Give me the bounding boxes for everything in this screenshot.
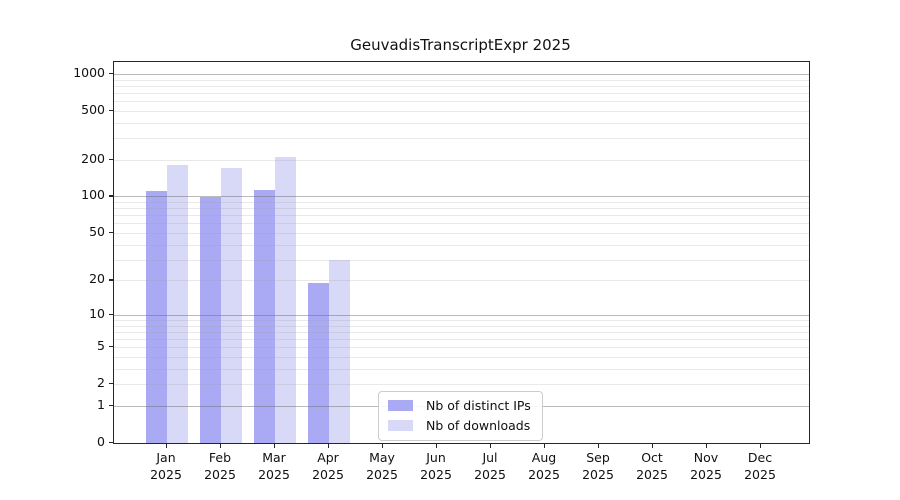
y-tick-mark [109, 195, 113, 197]
x-tick-mark [706, 444, 708, 448]
y-axis-tick-label: 100 [81, 187, 105, 203]
plot-area [113, 61, 810, 444]
y-axis-tick-label: 200 [81, 150, 105, 166]
x-tick-mark [382, 444, 384, 448]
x-axis-tick-label: May 2025 [366, 450, 398, 482]
x-axis-tick-label: Nov 2025 [690, 450, 722, 482]
x-axis-tick-label: Oct 2025 [636, 450, 668, 482]
gridline-minor [114, 384, 809, 386]
y-tick-mark [109, 442, 113, 444]
y-tick-mark [109, 279, 113, 281]
legend: Nb of distinct IPs Nb of downloads [378, 391, 543, 441]
gridline-minor [114, 110, 809, 112]
gridline-minor [114, 357, 809, 358]
gridline-minor [114, 259, 809, 261]
x-axis-tick-label: Feb 2025 [204, 450, 236, 482]
bar-distinct-ips [308, 283, 329, 443]
gridline-minor [114, 223, 809, 225]
gridline-minor [114, 320, 809, 321]
x-axis-tick-label: Sep 2025 [582, 450, 614, 482]
legend-item: Nb of downloads [388, 418, 531, 433]
legend-label: Nb of distinct IPs [426, 398, 531, 413]
y-axis-tick-label: 2 [97, 375, 105, 391]
legend-item: Nb of distinct IPs [388, 398, 531, 413]
y-axis-tick-label: 1 [97, 397, 105, 412]
y-tick-mark [109, 158, 113, 160]
y-tick-mark [109, 405, 113, 407]
bar-distinct-ips [146, 191, 167, 443]
y-tick-mark [109, 231, 113, 234]
bar-downloads [221, 167, 242, 443]
gridline-major [114, 73, 809, 75]
x-tick-mark [274, 444, 276, 448]
gridline-minor [114, 339, 809, 340]
x-tick-mark [490, 444, 492, 448]
x-axis-tick-label: Jul 2025 [474, 450, 506, 482]
y-tick-mark [109, 383, 113, 385]
gridline-major [114, 196, 809, 198]
legend-label: Nb of downloads [426, 418, 531, 433]
x-tick-mark [760, 444, 762, 448]
x-tick-mark [220, 444, 222, 448]
x-tick-mark [166, 444, 168, 448]
gridline-minor [114, 101, 809, 103]
x-axis-tick-label: Dec 2025 [744, 450, 776, 482]
x-tick-mark [598, 444, 600, 448]
y-axis-tick-label: 0 [97, 434, 105, 449]
y-tick-mark [109, 72, 113, 75]
x-tick-mark [544, 444, 546, 448]
gridline-minor [114, 244, 809, 246]
y-tick-mark [109, 346, 113, 348]
gridline-minor [114, 280, 809, 282]
bar-downloads [275, 156, 296, 443]
legend-swatch-distinct-ips [388, 400, 413, 411]
gridline-minor [114, 85, 809, 87]
gridline-minor [114, 92, 809, 94]
y-tick-mark [109, 313, 113, 316]
x-tick-mark [328, 444, 330, 448]
y-axis-tick-label: 5 [97, 338, 105, 354]
bar-distinct-ips [254, 189, 275, 443]
bar-distinct-ips [200, 197, 221, 443]
bar-downloads [329, 259, 350, 443]
x-axis-tick-label: Jan 2025 [150, 450, 182, 482]
gridline-minor [114, 138, 809, 140]
chart-title: GeuvadisTranscriptExpr 2025 [350, 36, 571, 54]
y-axis-tick-label: 10 [89, 305, 105, 321]
x-axis-tick-label: Mar 2025 [258, 450, 290, 482]
gridline-minor [114, 368, 809, 370]
gridline-major [114, 314, 809, 316]
y-tick-mark [109, 109, 113, 112]
gridline-minor [114, 215, 809, 217]
y-axis-tick-label: 500 [81, 101, 105, 117]
y-axis-tick-label: 50 [89, 223, 105, 239]
gridline-minor [114, 202, 809, 203]
gridline-minor [114, 232, 809, 234]
y-axis-tick-label: 1000 [73, 64, 105, 80]
gridline-minor [114, 159, 809, 161]
x-axis-tick-label: Aug 2025 [528, 450, 560, 482]
gridline-minor [114, 79, 809, 81]
x-tick-mark [652, 444, 654, 448]
x-axis-tick-label: Apr 2025 [312, 450, 344, 482]
y-axis-tick-label: 20 [89, 271, 105, 287]
bar-downloads [167, 165, 188, 443]
legend-swatch-downloads [388, 420, 413, 431]
x-axis-tick-label: Jun 2025 [420, 450, 452, 482]
gridline-minor [114, 325, 809, 327]
gridline-minor [114, 347, 809, 349]
gridline-minor [114, 331, 809, 333]
gridline-minor [114, 208, 809, 210]
x-tick-mark [436, 444, 438, 448]
gridline-minor [114, 122, 809, 124]
